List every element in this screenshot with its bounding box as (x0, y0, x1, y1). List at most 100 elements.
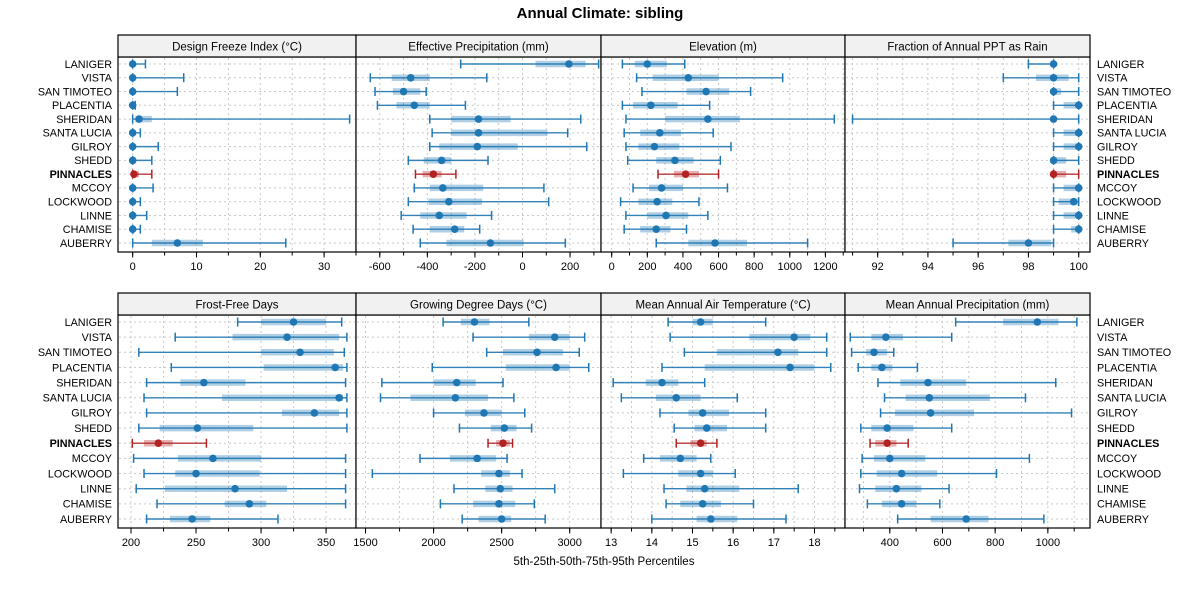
series-row-laniger (128, 59, 147, 69)
label: SANTA LUCIA (1097, 128, 1167, 140)
series-row-shedd (138, 423, 348, 433)
series-row-gilroy (1052, 142, 1083, 152)
label: LOCKWOOD (48, 468, 112, 480)
label: SAN TIMOTEO (38, 347, 112, 359)
series-row-placentia (661, 362, 832, 372)
median-dot (335, 393, 343, 402)
panel-elevation-m: Elevation (m) 0 200 400 600 800 1000 1200 (600, 34, 846, 273)
panel-fraction-of-annual-ppt-as-rain: Fraction of Annual PPT as Rain 92 94 96 98 10… (844, 34, 1091, 273)
median-dot (128, 225, 137, 234)
median-dot (444, 197, 453, 206)
series-row-san-timoteo (1049, 87, 1080, 97)
series-row-sheridan (612, 378, 706, 388)
median-dot (188, 515, 196, 523)
median-dot (1049, 73, 1058, 82)
series-row-auberry (419, 238, 567, 248)
median-dot (130, 170, 138, 178)
label: VISTA (82, 73, 113, 85)
label: LANIGER (65, 317, 113, 329)
label: Mean Annual Precipitation (mm) (886, 300, 1050, 312)
median-dot (1074, 211, 1083, 220)
series-row-laniger (621, 59, 686, 69)
median-dot (870, 348, 878, 357)
x-axis-caption: 5th-25th-50th-75th-95th Percentiles (513, 556, 695, 568)
label: 600 (933, 537, 951, 549)
median-dot (696, 439, 705, 448)
series-row-lockwood (143, 469, 347, 479)
station-labels-left-row2: LANIGER VISTA SAN TIMOTEO PLACENTIA SHERIDAN… (38, 317, 113, 526)
label: SHERIDAN (56, 377, 112, 389)
label: VISTA (1097, 332, 1128, 344)
label: LINNE (1097, 210, 1129, 222)
median-dot (671, 156, 679, 165)
series-row-vista (1002, 73, 1080, 83)
label: CHAMISE (63, 499, 112, 511)
label: PLACENTIA (52, 100, 113, 112)
median-dot (696, 469, 705, 478)
label: 200 (638, 261, 656, 273)
label: LOCKWOOD (1097, 196, 1161, 208)
series-row-gilroy (145, 408, 348, 418)
label: 1500 (353, 537, 377, 549)
label: 100 (1070, 261, 1088, 273)
median-dot (474, 129, 483, 137)
median-dot (662, 211, 670, 220)
median-dot (702, 87, 710, 96)
label: 400 (881, 537, 899, 549)
panel-mean-annual-precipitation-mm: Mean Annual Precipitation (mm) 400 600 800 1… (844, 292, 1091, 549)
plot-background (845, 315, 1090, 528)
series-row-chamise (623, 224, 688, 234)
series-row-mccoy (642, 453, 712, 463)
median-dot (1049, 156, 1058, 165)
label: 200 (122, 537, 140, 549)
series-row-linne (858, 484, 950, 494)
label: LANIGER (65, 59, 113, 71)
series-row-sheridan (381, 378, 504, 388)
label: SANTA LUCIA (1097, 393, 1167, 405)
median-dot (1049, 60, 1058, 68)
median-dot (925, 393, 934, 402)
series-row-vista (849, 332, 953, 342)
median-dot (470, 318, 479, 326)
median-dot (283, 333, 291, 341)
label: 20 (254, 261, 266, 273)
series-row-sheridan (428, 114, 582, 124)
median-dot (1074, 101, 1083, 110)
label: 1200 (813, 261, 837, 273)
panel-design-freeze-index-c: Design Freeze Index (°C) 0 10 20 30 (117, 34, 357, 273)
label: Design Freeze Index (°C) (172, 42, 302, 54)
plot-background (118, 315, 356, 528)
series-row-gilroy (659, 408, 767, 418)
median-dot (410, 101, 419, 110)
median-dot (696, 318, 705, 326)
median-dot (480, 409, 488, 417)
panel-effective-precipitation-mm: Effective Precipitation (mm) -600 -400 -200… (355, 34, 602, 273)
median-dot (192, 469, 200, 478)
label: SANTA LUCIA (43, 128, 113, 140)
label: 800 (986, 537, 1004, 549)
label: 250 (187, 537, 205, 549)
series-row-laniger (442, 317, 530, 327)
label: 98 (1022, 261, 1034, 273)
series-row-shedd (458, 423, 533, 433)
plot-background (356, 315, 601, 528)
median-dot (1033, 318, 1042, 326)
series-row-auberry (145, 514, 279, 524)
median-dot (128, 60, 137, 68)
panel-frost-free-days: Frost-Free Days 200 250 300 350 (117, 292, 357, 549)
series-row-auberry (651, 514, 787, 524)
label: 300 (252, 537, 270, 549)
median-dot (565, 60, 573, 68)
label: LINNE (1097, 483, 1129, 495)
label: 30 (318, 261, 330, 273)
label: LOCKWOOD (48, 196, 112, 208)
median-dot (897, 469, 906, 478)
series-row-mccoy (1052, 183, 1083, 193)
median-dot (882, 333, 890, 341)
label: CHAMISE (1097, 499, 1146, 511)
series-row-sheridan (877, 378, 1057, 388)
label: LINNE (80, 483, 112, 495)
label: LANIGER (1097, 59, 1145, 71)
median-dot (700, 484, 709, 493)
